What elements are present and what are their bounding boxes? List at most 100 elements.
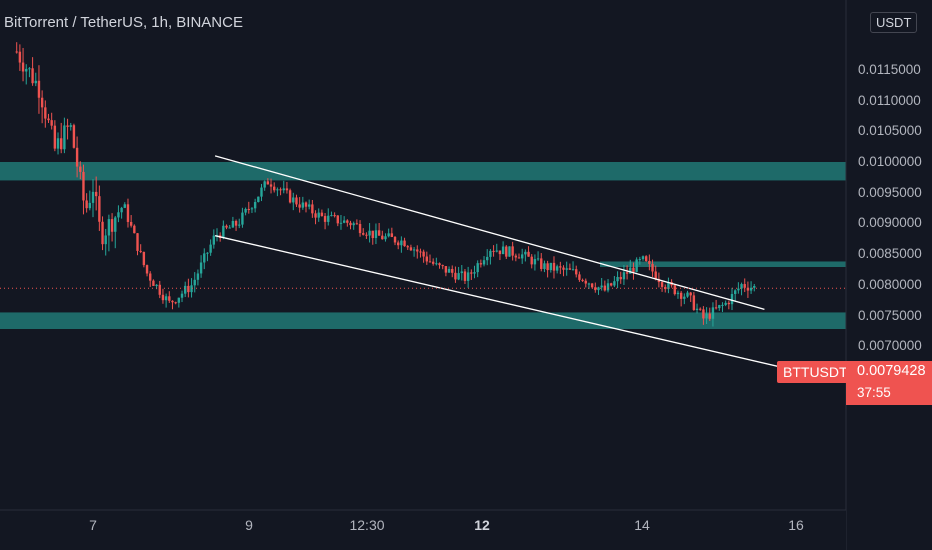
y-tick-label: 0.0110000 <box>858 92 921 108</box>
candle-body <box>568 268 572 270</box>
candle-body <box>75 147 79 167</box>
candle-body <box>104 235 107 245</box>
symbol-tag: BTTUSDT <box>777 361 854 383</box>
candle-body <box>527 251 530 257</box>
candle-body <box>228 227 231 229</box>
candle-body <box>25 68 28 72</box>
candle-body <box>397 242 400 246</box>
candle-body <box>339 222 343 224</box>
candle-body <box>689 292 692 296</box>
candle-body <box>311 204 314 214</box>
candle-body <box>466 272 470 281</box>
y-tick-label: 0.0085000 <box>858 246 922 262</box>
y-tick-label: 0.0080000 <box>858 276 922 292</box>
candle-body <box>266 181 270 185</box>
candle-body <box>161 294 165 301</box>
candle-body <box>333 215 336 217</box>
candle-body <box>174 302 177 304</box>
candle-body <box>463 271 467 281</box>
candle-body <box>381 235 384 240</box>
candle-body <box>654 271 657 280</box>
candle-body <box>419 251 422 253</box>
candle-body <box>486 256 489 261</box>
candle-body <box>705 313 708 319</box>
candle-body <box>91 191 95 203</box>
candle-body <box>292 197 295 203</box>
candle-body <box>746 287 750 291</box>
candle-body <box>425 256 429 262</box>
candle-body <box>295 197 298 205</box>
candle-body <box>606 283 610 291</box>
candle-body <box>257 196 260 203</box>
candle-body <box>50 120 53 126</box>
candle-body <box>699 308 702 310</box>
candle-body <box>88 202 92 209</box>
candle-body <box>101 221 104 245</box>
candle-body <box>238 224 241 226</box>
candle-body <box>82 171 85 201</box>
candle-body <box>60 138 63 150</box>
y-tick-label: 0.0095000 <box>858 184 922 200</box>
candle-body <box>508 246 511 257</box>
candle-body <box>384 236 387 240</box>
candle-body <box>498 250 502 255</box>
x-tick-label: 14 <box>634 517 650 533</box>
candle-body <box>400 240 403 246</box>
candle-body <box>679 292 683 299</box>
time-axis[interactable] <box>0 510 846 550</box>
candle-body <box>285 188 289 191</box>
candle-body <box>724 302 727 305</box>
candle-body <box>641 256 645 260</box>
candle-body <box>358 223 362 234</box>
candle-body <box>18 51 22 63</box>
candle-body <box>753 285 756 288</box>
candle-body <box>28 68 31 70</box>
candle-body <box>416 249 419 252</box>
candle-body <box>276 189 279 191</box>
x-tick-label: 12:30 <box>349 517 385 533</box>
candle-body <box>635 259 638 272</box>
candle-body <box>520 254 524 259</box>
candle-body <box>470 272 473 274</box>
candle-body <box>727 302 731 305</box>
candle-body <box>613 281 616 286</box>
candle-body <box>714 307 718 309</box>
candle-body <box>625 272 629 274</box>
candle-body <box>409 247 413 251</box>
currency-unit-button[interactable]: USDT <box>870 12 918 33</box>
candle-body <box>524 251 527 255</box>
candle-body <box>749 287 753 291</box>
candle-body <box>479 263 483 265</box>
candle-body <box>441 265 444 267</box>
candle-body <box>320 212 324 217</box>
candle-body <box>209 244 212 253</box>
last-price-tag: 0.0079428 37:55 <box>846 361 932 405</box>
candle-body <box>314 213 317 218</box>
candle-body <box>600 285 603 288</box>
candle-body <box>253 202 257 209</box>
price-axis[interactable] <box>846 0 932 550</box>
candle-body <box>40 97 44 108</box>
candle-body <box>241 212 244 225</box>
candle-body <box>72 125 76 148</box>
candle-body <box>610 283 613 286</box>
candle-body <box>368 230 371 236</box>
candle-body <box>444 266 448 273</box>
candle-body <box>63 125 66 150</box>
candle-body <box>555 266 559 271</box>
candle-body <box>673 285 676 295</box>
candle-body <box>594 287 597 291</box>
candle-body <box>587 283 591 285</box>
candle-body <box>307 204 311 207</box>
candle-body <box>393 236 397 243</box>
candle-body <box>187 285 190 293</box>
candle-body <box>377 230 381 236</box>
candle-body <box>451 268 454 273</box>
candle-body <box>438 263 441 266</box>
candle-body <box>177 297 181 303</box>
candle-body <box>584 280 587 284</box>
candle-body <box>330 215 333 217</box>
candle-body <box>495 250 498 252</box>
candle-body <box>94 191 98 197</box>
